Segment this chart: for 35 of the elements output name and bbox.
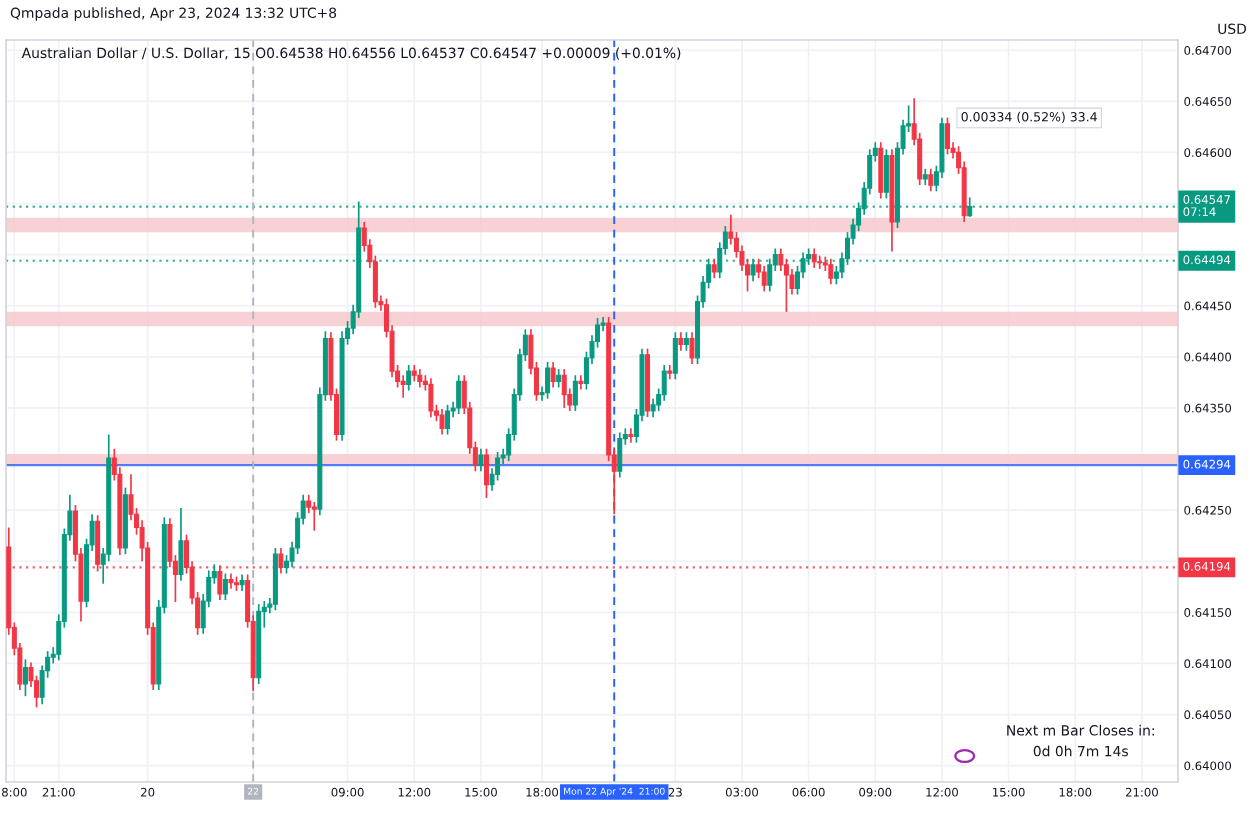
candlestick [478,447,484,473]
candlestick [711,257,717,279]
candlestick [817,254,823,270]
candlestick [572,374,578,412]
candlestick [311,501,317,532]
candlestick [617,431,623,479]
candlestick [545,361,551,400]
candlestick [928,167,934,193]
candlestick [878,141,884,200]
candlestick [439,408,445,436]
candlestick [428,377,434,418]
candlestick [483,447,489,499]
candlestick [178,507,184,582]
candlestick [22,658,28,697]
candlestick [445,404,451,436]
candlestick [883,148,889,200]
candlestick [456,374,462,415]
candlestick [278,547,284,575]
candlestick [578,374,584,391]
candlestick [561,368,567,409]
candlestick [628,427,634,444]
candlestick [683,331,689,352]
candlestick [222,572,228,601]
candlestick [811,247,817,269]
candlestick [672,331,678,381]
candlestick [944,116,950,156]
candlestick [761,265,767,293]
candlestick [678,331,684,352]
candlestick [556,368,562,389]
candlestick [689,331,695,365]
candlestick [417,368,423,389]
candlestick [406,364,412,392]
candlestick [828,257,834,286]
candlestick [550,361,556,389]
candlestick [650,397,656,418]
